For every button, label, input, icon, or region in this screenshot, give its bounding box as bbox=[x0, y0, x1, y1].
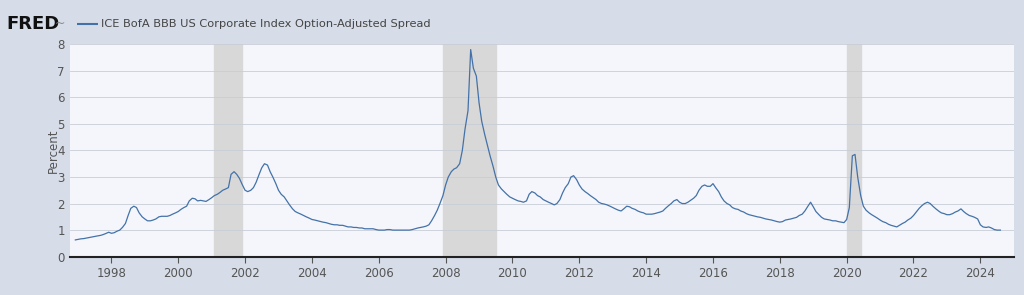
Y-axis label: Percent: Percent bbox=[47, 128, 59, 173]
Text: ~: ~ bbox=[54, 17, 65, 30]
Text: FRED: FRED bbox=[6, 15, 59, 33]
Bar bbox=[443, 44, 496, 257]
Text: ICE BofA BBB US Corporate Index Option-Adjusted Spread: ICE BofA BBB US Corporate Index Option-A… bbox=[101, 19, 431, 29]
Bar bbox=[847, 44, 861, 257]
Bar bbox=[214, 44, 243, 257]
